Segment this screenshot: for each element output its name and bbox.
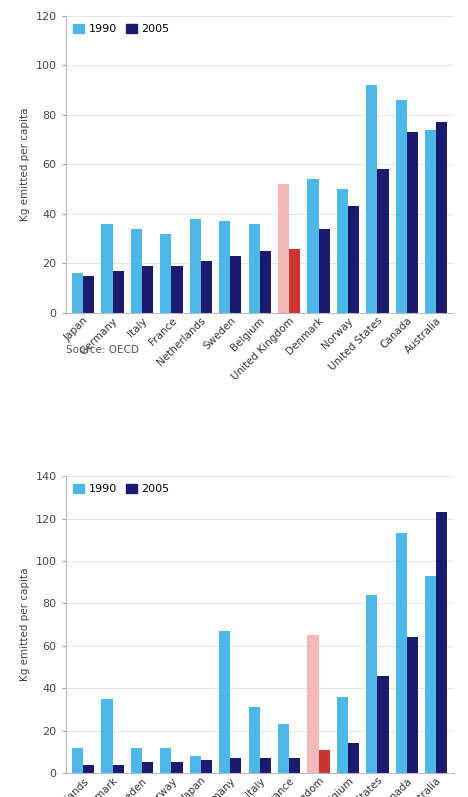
Bar: [190, 219, 201, 313]
Bar: [319, 229, 330, 313]
Bar: [142, 763, 153, 773]
Bar: [230, 758, 241, 773]
Bar: [378, 169, 388, 313]
Bar: [190, 756, 201, 773]
Bar: [102, 699, 113, 773]
Bar: [72, 748, 83, 773]
Bar: [307, 179, 319, 313]
Text: Source: OECD: Source: OECD: [66, 345, 139, 355]
Bar: [131, 748, 142, 773]
Bar: [260, 758, 271, 773]
Bar: [72, 273, 83, 313]
Bar: [113, 764, 124, 773]
Bar: [425, 576, 436, 773]
Bar: [201, 261, 212, 313]
Bar: [131, 229, 142, 313]
Legend: 1990, 2005: 1990, 2005: [71, 22, 172, 37]
Bar: [249, 708, 260, 773]
Bar: [278, 724, 289, 773]
Y-axis label: Kg emitted per capita: Kg emitted per capita: [20, 108, 30, 221]
Bar: [278, 184, 289, 313]
Bar: [378, 676, 388, 773]
Bar: [348, 206, 359, 313]
Y-axis label: Kg emitted per capita: Kg emitted per capita: [20, 568, 30, 681]
Bar: [396, 100, 407, 313]
Bar: [230, 256, 241, 313]
Bar: [160, 748, 171, 773]
Bar: [142, 266, 153, 313]
Bar: [83, 764, 95, 773]
Bar: [319, 750, 330, 773]
Bar: [201, 760, 212, 773]
Bar: [396, 533, 407, 773]
Bar: [337, 697, 348, 773]
Bar: [171, 763, 183, 773]
Bar: [407, 638, 418, 773]
Bar: [160, 234, 171, 313]
Bar: [102, 224, 113, 313]
Bar: [171, 266, 183, 313]
Bar: [83, 276, 95, 313]
Bar: [436, 512, 447, 773]
Bar: [289, 758, 300, 773]
Bar: [436, 122, 447, 313]
Bar: [407, 132, 418, 313]
Bar: [260, 251, 271, 313]
Bar: [289, 249, 300, 313]
Bar: [366, 85, 378, 313]
Bar: [337, 189, 348, 313]
Bar: [425, 130, 436, 313]
Bar: [348, 744, 359, 773]
Bar: [366, 595, 378, 773]
Bar: [219, 222, 230, 313]
Bar: [307, 635, 319, 773]
Bar: [219, 631, 230, 773]
Bar: [249, 224, 260, 313]
Bar: [113, 271, 124, 313]
Legend: 1990, 2005: 1990, 2005: [71, 481, 172, 497]
